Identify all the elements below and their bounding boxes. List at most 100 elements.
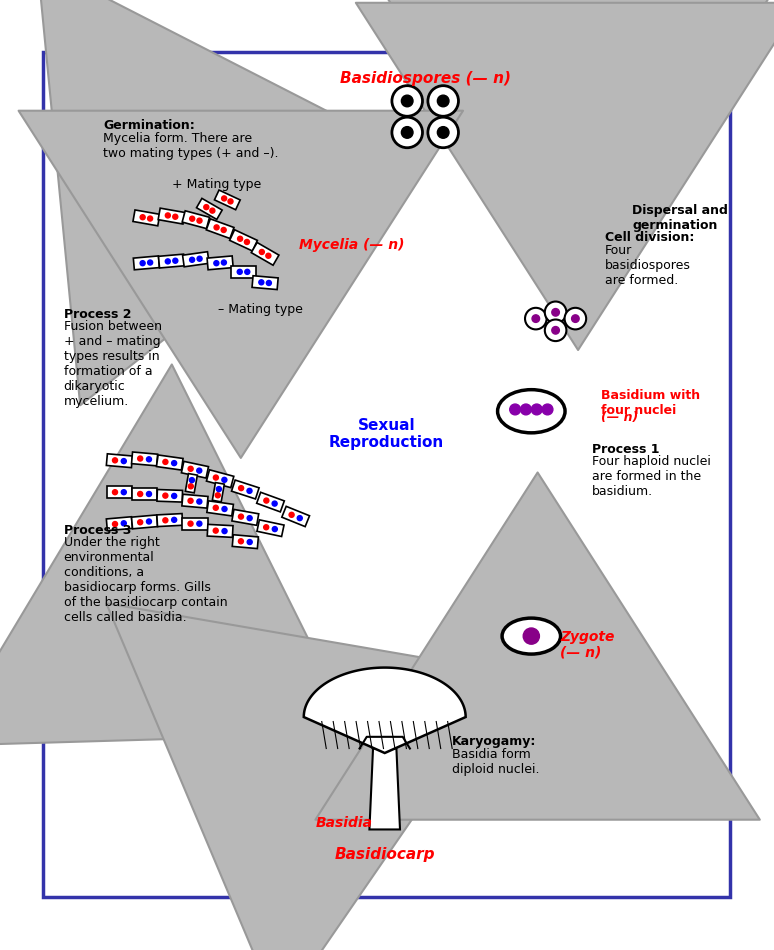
Circle shape xyxy=(238,539,244,543)
Circle shape xyxy=(531,404,542,415)
Polygon shape xyxy=(257,492,284,512)
Polygon shape xyxy=(107,486,132,498)
Polygon shape xyxy=(106,517,132,531)
Circle shape xyxy=(532,314,539,322)
Circle shape xyxy=(122,489,126,495)
Polygon shape xyxy=(133,210,159,226)
Circle shape xyxy=(264,498,269,504)
Polygon shape xyxy=(185,473,197,493)
Circle shape xyxy=(173,258,178,263)
Circle shape xyxy=(146,457,152,462)
Circle shape xyxy=(545,319,567,341)
Circle shape xyxy=(122,459,126,464)
Circle shape xyxy=(148,260,152,265)
Text: Dispersal and
germination: Dispersal and germination xyxy=(632,204,728,232)
Circle shape xyxy=(166,258,170,264)
Circle shape xyxy=(188,499,193,504)
Text: + Mating type: + Mating type xyxy=(172,178,261,191)
Polygon shape xyxy=(207,256,233,270)
Polygon shape xyxy=(183,518,207,529)
Text: Under the right
environmental
conditions, a
basidiocarp forms. Gills
of the basi: Under the right environmental conditions… xyxy=(63,536,228,624)
Circle shape xyxy=(204,204,209,210)
Text: Four
basidiospores
are formed.: Four basidiospores are formed. xyxy=(605,244,691,287)
Polygon shape xyxy=(232,509,259,525)
Text: Process 2: Process 2 xyxy=(63,308,131,321)
Circle shape xyxy=(163,493,168,498)
Circle shape xyxy=(552,327,560,334)
Circle shape xyxy=(428,117,458,148)
Text: Process 1: Process 1 xyxy=(591,443,659,456)
Polygon shape xyxy=(156,455,183,470)
Polygon shape xyxy=(181,462,208,478)
Circle shape xyxy=(112,458,118,463)
Circle shape xyxy=(392,117,423,148)
Polygon shape xyxy=(182,211,210,229)
Text: Karyogamy:: Karyogamy: xyxy=(452,735,536,748)
Circle shape xyxy=(545,301,567,323)
Polygon shape xyxy=(182,494,208,508)
Text: Fusion between
+ and – mating
types results in
formation of a
dikaryotic
myceliu: Fusion between + and – mating types resu… xyxy=(63,320,162,408)
Polygon shape xyxy=(133,256,159,270)
Text: Basidiospores (— n): Basidiospores (— n) xyxy=(340,71,511,86)
Circle shape xyxy=(245,239,249,244)
Text: Basidium with
four nuclei: Basidium with four nuclei xyxy=(601,389,700,417)
Text: Basidia: Basidia xyxy=(316,816,373,830)
Circle shape xyxy=(564,308,586,330)
Circle shape xyxy=(146,519,152,524)
Circle shape xyxy=(265,254,271,258)
Circle shape xyxy=(163,460,168,465)
Text: – Mating type: – Mating type xyxy=(218,303,303,316)
Polygon shape xyxy=(207,470,234,487)
Circle shape xyxy=(172,461,176,466)
Circle shape xyxy=(572,314,579,322)
Circle shape xyxy=(197,499,202,504)
Circle shape xyxy=(525,308,546,330)
Circle shape xyxy=(197,256,202,261)
Polygon shape xyxy=(106,454,132,467)
Polygon shape xyxy=(212,483,224,502)
Circle shape xyxy=(188,484,194,489)
Circle shape xyxy=(188,522,193,526)
Circle shape xyxy=(214,260,219,266)
Circle shape xyxy=(245,270,250,275)
Polygon shape xyxy=(197,199,222,219)
Polygon shape xyxy=(207,501,234,516)
Circle shape xyxy=(217,486,221,491)
Circle shape xyxy=(190,217,195,221)
Polygon shape xyxy=(303,668,466,753)
Polygon shape xyxy=(252,242,279,265)
Circle shape xyxy=(297,516,303,521)
Circle shape xyxy=(112,489,118,495)
Circle shape xyxy=(190,257,194,262)
Circle shape xyxy=(188,466,194,471)
Circle shape xyxy=(112,522,118,526)
Circle shape xyxy=(122,521,126,525)
Polygon shape xyxy=(230,230,258,251)
Circle shape xyxy=(148,216,152,221)
Circle shape xyxy=(437,126,449,139)
Circle shape xyxy=(272,501,277,506)
Circle shape xyxy=(247,540,252,544)
Polygon shape xyxy=(282,506,310,526)
Polygon shape xyxy=(183,252,209,267)
Circle shape xyxy=(222,528,227,534)
Circle shape xyxy=(138,520,142,524)
Circle shape xyxy=(392,86,423,116)
Polygon shape xyxy=(132,515,158,529)
FancyBboxPatch shape xyxy=(43,51,730,897)
Text: (— n): (— n) xyxy=(560,645,601,659)
Circle shape xyxy=(510,404,521,415)
Circle shape xyxy=(172,493,176,499)
Circle shape xyxy=(197,522,202,526)
Circle shape xyxy=(140,215,146,219)
Polygon shape xyxy=(159,255,185,268)
Circle shape xyxy=(259,250,265,255)
Ellipse shape xyxy=(502,618,560,655)
Circle shape xyxy=(402,126,413,139)
Text: Process 3: Process 3 xyxy=(63,523,131,537)
Polygon shape xyxy=(214,190,240,210)
Circle shape xyxy=(215,493,221,498)
Polygon shape xyxy=(232,535,259,548)
Circle shape xyxy=(272,526,277,532)
Text: Sexual
Reproduction: Sexual Reproduction xyxy=(329,418,444,450)
